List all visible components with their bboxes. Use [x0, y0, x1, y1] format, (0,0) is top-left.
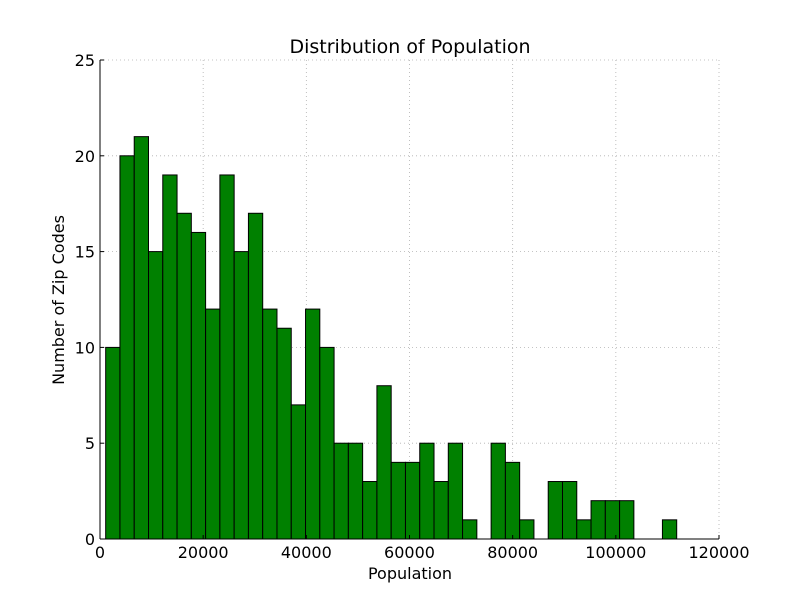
y-tick-label: 20 — [75, 147, 95, 166]
histogram-bar — [376, 385, 392, 540]
histogram-bar — [247, 212, 264, 540]
histogram-bar — [105, 346, 121, 540]
y-tick-label: 25 — [75, 51, 95, 70]
histogram-bar — [347, 442, 364, 540]
histogram-bar — [133, 136, 150, 540]
x-tick-label: 20000 — [178, 543, 229, 562]
y-axis-ticks: 0 5 10 15 20 25 — [75, 51, 104, 549]
y-tick-label: 5 — [85, 434, 95, 453]
y-tick-label: 15 — [75, 243, 95, 262]
histogram-bar — [561, 481, 578, 540]
x-axis-label: Population — [368, 564, 452, 583]
histogram-bar — [276, 327, 292, 540]
x-tick-label: 120000 — [688, 543, 749, 562]
x-tick-label: 0 — [95, 543, 105, 562]
histogram-bar — [576, 519, 592, 540]
histogram-bar — [262, 308, 278, 540]
histogram-bar — [619, 500, 635, 540]
histogram-bar — [519, 519, 535, 540]
histogram-bar — [504, 461, 521, 540]
histogram-bar — [390, 461, 406, 540]
histogram-bars — [105, 136, 678, 540]
histogram-bar — [290, 404, 307, 540]
histogram-bar — [190, 231, 207, 540]
histogram-bar — [490, 442, 506, 540]
x-tick-label: 40000 — [281, 543, 332, 562]
y-axis-label: Number of Zip Codes — [49, 215, 68, 385]
histogram-bar — [119, 155, 135, 540]
histogram-bar — [305, 308, 321, 540]
x-axis-ticks: 0 20000 40000 60000 80000 100000 120000 — [95, 535, 750, 562]
y-tick-label: 10 — [75, 338, 95, 357]
histogram-bar — [205, 308, 221, 540]
histogram-bar — [404, 461, 421, 540]
y-tick-label: 0 — [85, 530, 95, 549]
x-tick-label: 80000 — [487, 543, 538, 562]
histogram-bar — [319, 346, 335, 540]
histogram-bar — [547, 481, 563, 540]
histogram-bar — [219, 174, 235, 540]
histogram-bar — [661, 519, 678, 540]
histogram-bar — [433, 481, 449, 540]
histogram-bar — [447, 442, 464, 540]
histogram-bar — [176, 212, 192, 540]
chart-title: Distribution of Population — [289, 36, 530, 58]
histogram-bar — [462, 519, 478, 540]
histogram-bar — [590, 500, 606, 540]
histogram-bar — [162, 174, 178, 540]
histogram-bar — [419, 442, 435, 540]
histogram-bar — [233, 251, 249, 540]
histogram-bar — [604, 500, 621, 540]
histogram-bar — [333, 442, 349, 540]
x-tick-label: 100000 — [585, 543, 646, 562]
histogram-bar — [362, 481, 378, 540]
histogram-bar — [148, 251, 164, 540]
x-tick-label: 60000 — [384, 543, 435, 562]
